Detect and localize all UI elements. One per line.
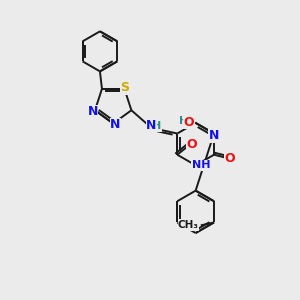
Text: O: O [186,138,197,151]
Text: H: H [178,116,188,126]
Text: N: N [110,118,121,131]
Text: O: O [184,116,194,128]
Text: H: H [152,121,162,131]
Text: N: N [146,119,157,132]
Text: CH₃: CH₃ [178,220,199,230]
Text: S: S [121,81,130,94]
Text: N: N [87,105,98,118]
Text: N: N [209,129,219,142]
Text: O: O [225,152,235,165]
Text: NH: NH [192,160,210,170]
